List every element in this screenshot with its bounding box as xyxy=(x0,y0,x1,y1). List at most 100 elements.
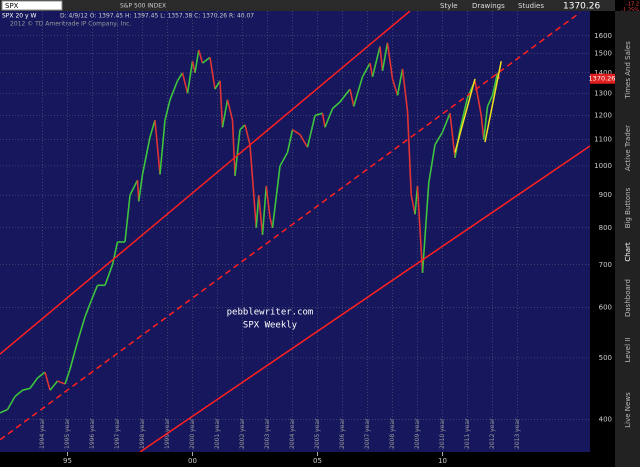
year-label: 2008 year xyxy=(389,418,396,449)
price-segment xyxy=(421,183,430,273)
side-tab[interactable]: Chart xyxy=(624,242,632,261)
side-tab[interactable]: Dashboard xyxy=(624,279,632,317)
y-tick-label: 500 xyxy=(599,354,612,362)
price-segment xyxy=(321,113,326,128)
price-segment xyxy=(486,95,494,107)
price-segment xyxy=(339,88,351,103)
price-segment xyxy=(239,124,246,131)
price-segment xyxy=(104,264,114,286)
price-segment xyxy=(401,68,409,112)
year-label: 2009 year xyxy=(414,418,421,449)
price-segment xyxy=(49,380,59,391)
price-segment xyxy=(29,377,39,389)
price-segment xyxy=(137,174,144,202)
price-segment xyxy=(427,144,436,184)
price-segment xyxy=(257,195,264,235)
studies-button[interactable]: Studies xyxy=(518,2,544,10)
price-segment xyxy=(349,88,355,107)
trendline xyxy=(484,61,502,143)
price-segment xyxy=(141,136,151,175)
price-segment xyxy=(164,99,171,121)
price-segment xyxy=(234,129,241,176)
symbol: SPX xyxy=(5,2,19,10)
instrument-name: S&P 500 INDEX xyxy=(120,3,166,10)
y-tick-label: 1400 xyxy=(594,69,612,77)
price-segment xyxy=(176,72,184,82)
price-segment xyxy=(410,195,416,215)
price-segment xyxy=(459,97,469,130)
price-segment xyxy=(480,115,485,140)
price-segment xyxy=(265,185,271,218)
price-segment xyxy=(76,316,86,343)
y-tick-label: 1600 xyxy=(594,32,612,40)
trendline xyxy=(454,78,476,153)
price-segment xyxy=(244,124,251,145)
year-label: 2003 year xyxy=(264,418,271,449)
price-segment xyxy=(154,120,161,175)
side-tab[interactable]: Live News xyxy=(624,392,632,428)
price-segment xyxy=(416,186,424,273)
style-button[interactable]: Style xyxy=(440,2,458,10)
trendline xyxy=(139,145,590,452)
price-segment xyxy=(286,129,294,153)
side-tab[interactable]: Active Trader xyxy=(624,125,632,171)
price-segment xyxy=(90,284,99,301)
trendline xyxy=(0,11,411,355)
price-segment xyxy=(159,120,166,175)
quote: D: 4/9/12 O: 1397.45 H: 1397.45 L: 1357.… xyxy=(60,13,254,20)
price-segment xyxy=(369,62,374,77)
y-tick-label: 600 xyxy=(599,303,612,311)
year-label: 2005 year xyxy=(314,418,321,449)
y-tick-label: 1000 xyxy=(594,162,612,170)
drawings-button[interactable]: Drawings xyxy=(472,2,505,10)
year-label: 1994 year xyxy=(39,418,46,449)
price-segment xyxy=(214,80,221,90)
year-label: 2010 year xyxy=(439,418,446,449)
price-segment xyxy=(491,72,499,96)
price-segment xyxy=(149,119,156,138)
price-segment xyxy=(386,42,394,79)
toolbar xyxy=(0,0,615,11)
price-segment xyxy=(391,78,399,96)
side-tab[interactable]: Level II xyxy=(624,338,632,363)
price-segment xyxy=(14,389,24,398)
year-label: 2000 year xyxy=(189,418,196,449)
year-label: 1996 year xyxy=(89,418,96,449)
price-segment xyxy=(124,195,131,243)
plot-area xyxy=(0,11,590,452)
year-label: 2002 year xyxy=(239,418,246,449)
price-segment xyxy=(169,80,179,101)
price-segment xyxy=(6,396,16,410)
price-segment xyxy=(111,241,119,265)
price-segment xyxy=(306,115,316,148)
side-tab[interactable]: Big Buttons xyxy=(624,187,632,228)
price-segment xyxy=(226,99,234,121)
annotation: SPX Weekly xyxy=(243,321,298,331)
side-tab[interactable]: Times And Sales xyxy=(624,41,632,100)
last-price: 1370.26 xyxy=(563,2,600,12)
last-price-label: 1370.26 xyxy=(589,75,616,83)
price-segment xyxy=(434,131,444,146)
price-segment xyxy=(371,46,381,77)
price-segment xyxy=(271,165,281,228)
y-tick-label: 400 xyxy=(599,416,612,424)
price-segment xyxy=(255,195,260,228)
price-segment xyxy=(292,129,301,136)
annotation: pebblewriter.com xyxy=(227,308,314,318)
price-segment xyxy=(22,387,31,391)
price-segment xyxy=(324,108,334,128)
price-segment xyxy=(279,152,289,167)
symbol-input[interactable] xyxy=(1,0,63,11)
year-label: 2006 year xyxy=(339,418,346,449)
price-segment xyxy=(449,113,456,158)
y-tick-label: 1500 xyxy=(594,50,612,58)
price-segment xyxy=(84,300,92,318)
year-label: 2001 year xyxy=(214,418,221,449)
price-segment xyxy=(314,112,323,117)
price-segment xyxy=(209,57,216,90)
price-segment xyxy=(69,341,79,370)
price-segment xyxy=(352,76,364,107)
price-segment xyxy=(331,101,341,110)
year-label: 1998 year xyxy=(139,418,146,449)
